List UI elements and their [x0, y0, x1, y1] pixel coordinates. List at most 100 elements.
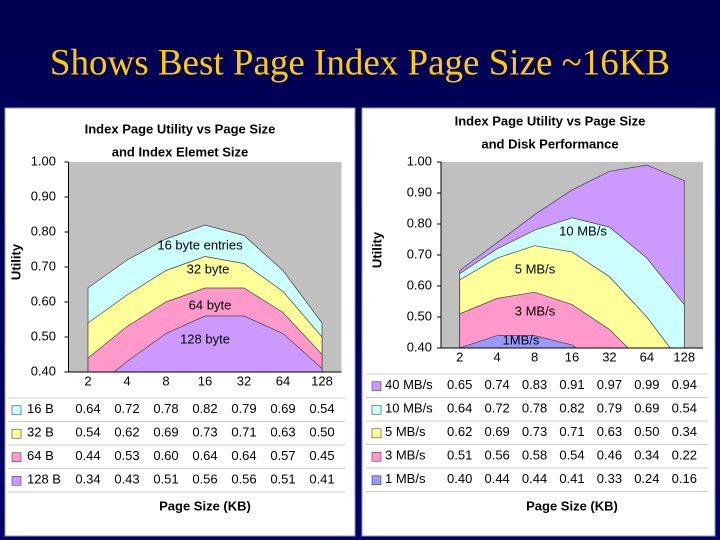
- y-tick-label: 0.60: [407, 277, 432, 292]
- table-value: 0.56: [484, 448, 509, 463]
- y-tick-label: 0.50: [31, 328, 56, 343]
- area-label: 1MB/s: [503, 332, 540, 347]
- area-label: 128 byte: [180, 331, 230, 346]
- legend-label: 64 B: [27, 448, 54, 463]
- y-tick-label: 0.40: [31, 363, 56, 378]
- table-value: 0.69: [153, 425, 178, 440]
- y-tick-label: 0.80: [407, 215, 432, 230]
- table-value: 0.91: [559, 377, 584, 392]
- table-value: 0.44: [75, 448, 100, 463]
- x-tick-label: 2: [84, 373, 91, 388]
- table-value: 0.62: [447, 424, 472, 439]
- legend-label: 10 MB/s: [385, 401, 433, 416]
- table-value: 0.79: [231, 401, 256, 416]
- x-tick-label: 32: [237, 373, 251, 388]
- legend-swatch: [371, 404, 382, 415]
- table-value: 0.43: [114, 472, 139, 487]
- table-value: 0.69: [270, 401, 295, 416]
- table-value: 0.34: [75, 472, 100, 487]
- y-tick-label: 0.90: [407, 184, 432, 199]
- x-tick-label: 8: [531, 349, 538, 364]
- table-value: 0.54: [672, 401, 697, 416]
- table-value: 0.24: [634, 471, 659, 486]
- legend-swatch: [11, 428, 22, 439]
- table-value: 0.41: [309, 472, 334, 487]
- table-value: 0.78: [522, 401, 547, 416]
- legend-swatch: [11, 452, 22, 463]
- table-value: 0.22: [672, 448, 697, 463]
- x-axis-title: Page Size (KB): [526, 498, 618, 513]
- x-tick-label: 32: [602, 349, 616, 364]
- table-value: 0.51: [447, 448, 472, 463]
- legend-swatch: [371, 381, 382, 392]
- table-value: 0.33: [597, 471, 622, 486]
- legend-label: 3 MB/s: [385, 448, 426, 463]
- table-value: 0.94: [672, 377, 697, 392]
- legend-label: 40 MB/s: [385, 377, 433, 392]
- y-tick-label: 0.80: [31, 223, 56, 238]
- table-value: 0.72: [484, 401, 509, 416]
- y-tick-label: 0.70: [31, 258, 56, 273]
- y-axis-title: Utility: [369, 231, 384, 268]
- table-value: 0.54: [309, 401, 334, 416]
- chart-title: Index Page Utility vs Page Size: [455, 113, 646, 128]
- table-value: 0.57: [270, 448, 295, 463]
- legend-label: 32 B: [27, 425, 54, 440]
- x-tick-label: 4: [494, 349, 501, 364]
- table-value: 0.79: [597, 401, 622, 416]
- x-tick-label: 4: [123, 373, 130, 388]
- legend-swatch: [371, 451, 382, 462]
- x-tick-label: 128: [311, 373, 333, 388]
- table-value: 0.56: [231, 472, 256, 487]
- table-value: 0.44: [484, 471, 509, 486]
- table-value: 0.82: [192, 401, 217, 416]
- y-tick-label: 0.60: [31, 293, 56, 308]
- table-value: 0.16: [672, 471, 697, 486]
- legend-swatch: [371, 475, 382, 486]
- table-value: 0.64: [192, 448, 217, 463]
- x-tick-label: 16: [565, 349, 579, 364]
- table-value: 0.83: [522, 377, 547, 392]
- x-tick-label: 64: [276, 373, 290, 388]
- y-tick-label: 1.00: [31, 153, 56, 168]
- y-tick-label: 0.50: [407, 308, 432, 323]
- table-value: 0.45: [309, 448, 334, 463]
- table-value: 0.51: [153, 472, 178, 487]
- x-tick-label: 8: [162, 373, 169, 388]
- table-value: 0.71: [231, 425, 256, 440]
- table-value: 0.97: [597, 377, 622, 392]
- table-value: 0.34: [672, 424, 697, 439]
- table-value: 0.73: [192, 425, 217, 440]
- area: [459, 291, 685, 348]
- table-value: 0.99: [634, 377, 659, 392]
- table-value: 0.50: [634, 424, 659, 439]
- legend-swatch: [11, 475, 22, 486]
- table-value: 0.62: [114, 425, 139, 440]
- area-label: 64 byte: [189, 297, 232, 312]
- area: [459, 335, 685, 348]
- table-value: 0.78: [153, 401, 178, 416]
- table-value: 0.34: [634, 448, 659, 463]
- legend-label: 5 MB/s: [385, 424, 426, 439]
- legend-swatch: [371, 428, 382, 439]
- x-axis-title: Page Size (KB): [159, 498, 251, 513]
- table-value: 0.63: [270, 425, 295, 440]
- area-label: 10 MB/s: [559, 223, 607, 238]
- legend-swatch: [11, 405, 22, 416]
- area-label: 32 byte: [187, 261, 230, 276]
- table-value: 0.54: [559, 448, 584, 463]
- table-value: 0.74: [484, 377, 509, 392]
- x-tick-label: 64: [640, 349, 654, 364]
- table-value: 0.53: [114, 448, 139, 463]
- table-value: 0.44: [522, 471, 547, 486]
- chart-title: and Disk Performance: [481, 136, 618, 151]
- chart-title: Index Page Utility vs Page Size: [85, 121, 276, 136]
- legend-label: 1 MB/s: [385, 471, 426, 486]
- table-value: 0.69: [634, 401, 659, 416]
- table-value: 0.60: [153, 448, 178, 463]
- table-value: 0.64: [75, 401, 100, 416]
- table-value: 0.82: [559, 401, 584, 416]
- y-tick-label: 0.40: [407, 339, 432, 354]
